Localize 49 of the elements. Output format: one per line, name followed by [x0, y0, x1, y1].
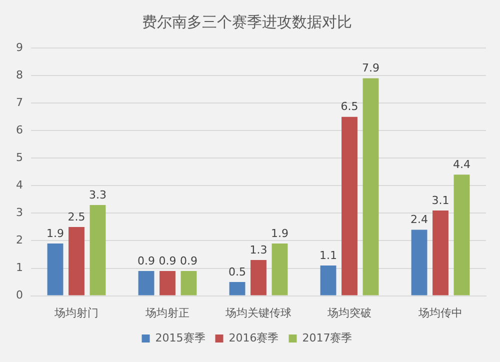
y-tick-label: 3	[16, 206, 23, 220]
bar	[68, 226, 84, 296]
data-label: 0.9	[158, 254, 176, 268]
bar	[454, 174, 470, 296]
data-label: 0.5	[228, 265, 246, 278]
bar	[342, 116, 358, 296]
bar	[411, 230, 428, 296]
data-label: 2.5	[68, 210, 86, 224]
chart-title: 费尔南多三个赛季进攻数据对比	[142, 12, 352, 31]
data-label: 1.9	[46, 226, 64, 240]
bar	[180, 271, 197, 296]
bar	[432, 210, 448, 296]
y-tick-label: 7	[16, 96, 23, 109]
y-tick-label: 2	[16, 234, 23, 247]
y-tick-label: 6	[16, 123, 23, 136]
y-tick-label: 8	[16, 68, 23, 82]
bar	[229, 282, 246, 296]
bar	[90, 204, 106, 296]
data-label: 2.4	[410, 213, 428, 226]
y-tick-label: 9	[16, 40, 23, 54]
data-label: 3.3	[88, 188, 106, 202]
data-label: 0.9	[138, 254, 156, 268]
data-label: 7.9	[362, 62, 380, 75]
bar	[138, 271, 154, 296]
bar	[160, 271, 176, 296]
legend-label: 2015赛季	[155, 331, 206, 344]
x-tick-label: 场均射正	[144, 306, 190, 320]
y-tick-label: 4	[16, 178, 23, 192]
x-tick-label: 场均关键传球	[224, 306, 292, 320]
bar	[320, 266, 336, 296]
bar	[250, 260, 266, 296]
y-tick-label: 5	[16, 150, 23, 164]
legend-label: 2017赛季	[302, 331, 352, 344]
y-tick-label: 0	[16, 288, 23, 302]
data-label: 3.1	[432, 194, 450, 207]
bar	[47, 243, 64, 296]
x-tick-label: 场均传中	[418, 306, 462, 320]
data-label: 1.1	[320, 248, 338, 262]
bar	[272, 243, 288, 296]
data-label: 1.3	[250, 243, 268, 256]
x-tick-label: 场均突破	[326, 306, 372, 320]
data-label: 6.5	[340, 100, 358, 114]
y-tick-label: 1	[16, 261, 23, 274]
data-label: 0.9	[180, 254, 198, 268]
bar	[362, 78, 379, 296]
data-label: 1.9	[270, 226, 288, 240]
x-tick-label: 场均射门	[54, 306, 98, 320]
data-label: 4.4	[452, 158, 470, 172]
legend-label: 2016赛季	[228, 331, 279, 344]
